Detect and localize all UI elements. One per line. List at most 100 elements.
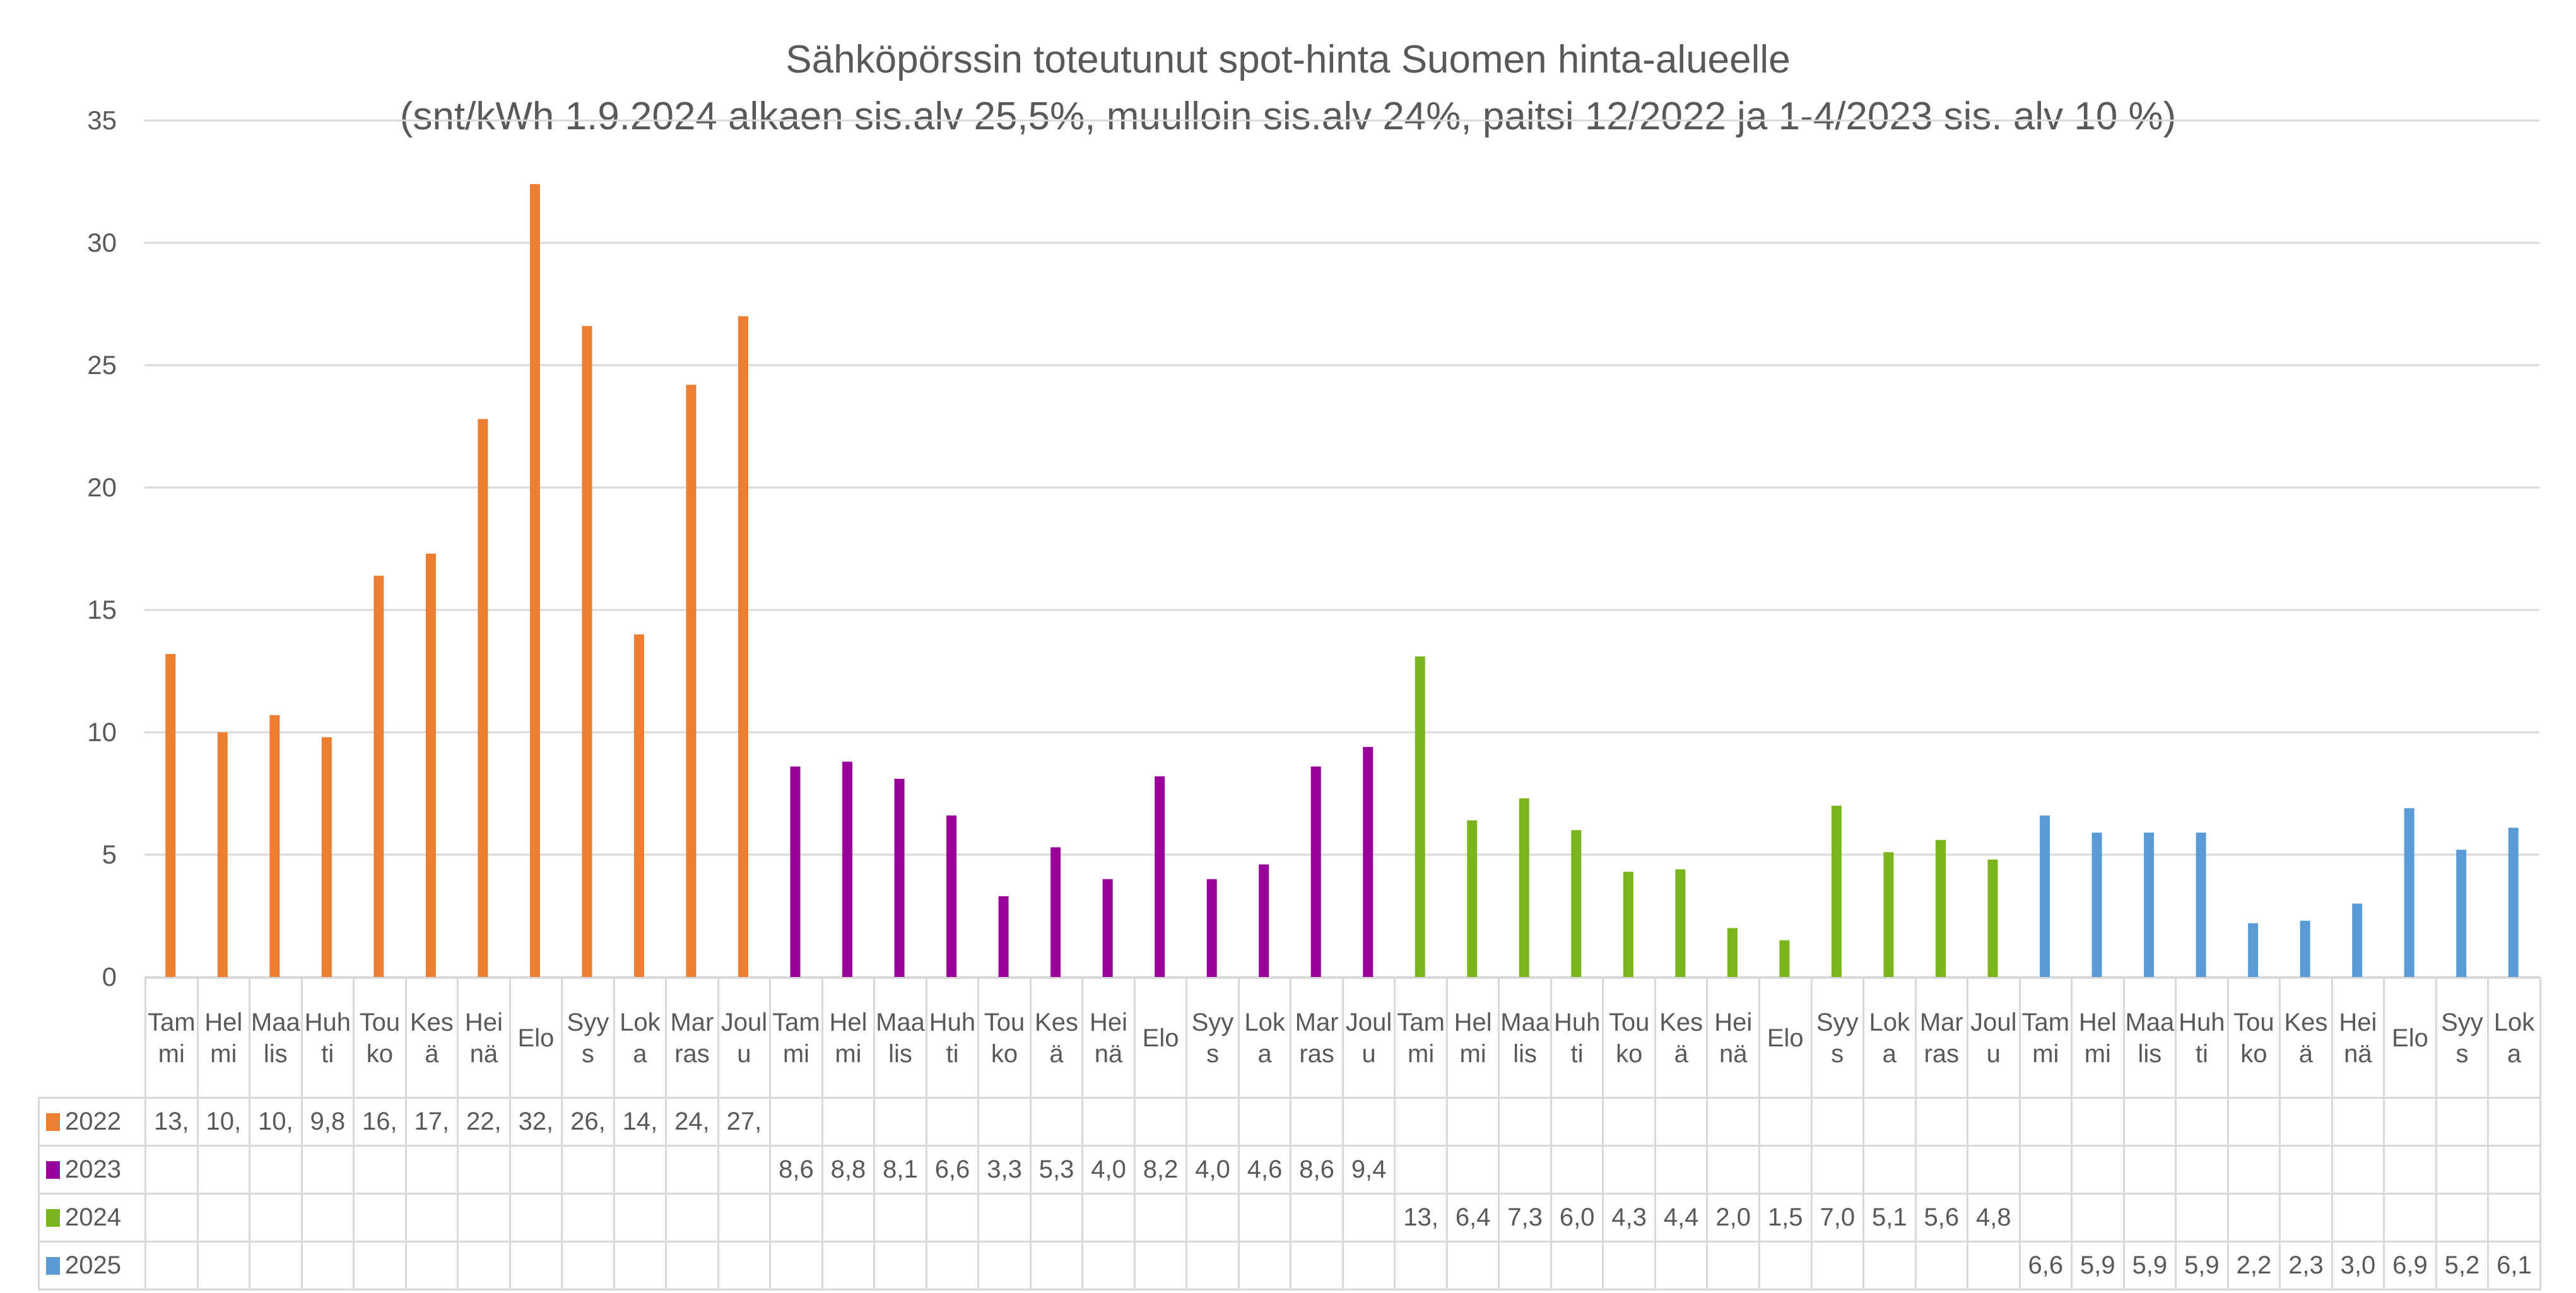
data-label (1133, 1097, 1188, 1147)
x-tick-label: Heinä (1706, 977, 1760, 1099)
x-tick-label: Huhti (925, 977, 980, 1099)
data-label: 4,3 (1602, 1193, 1656, 1243)
data-label (821, 1193, 876, 1243)
x-tick-label: Huhti (2175, 977, 2229, 1099)
data-label: 8,6 (1290, 1145, 1344, 1195)
data-label (561, 1193, 615, 1243)
data-label (1394, 1241, 1448, 1290)
data-label (457, 1241, 511, 1290)
data-label (1081, 1193, 1136, 1243)
data-label: 22, (457, 1097, 511, 1147)
x-tick-label: Helmi (1445, 977, 1500, 1099)
data-label: 9,4 (1341, 1145, 1396, 1195)
data-label: 2,0 (1706, 1193, 1760, 1243)
data-label (769, 1241, 823, 1290)
data-label (2331, 1145, 2385, 1195)
data-label (404, 1241, 459, 1290)
data-label (1133, 1193, 1188, 1243)
data-label (1341, 1241, 1396, 1290)
data-label (1498, 1241, 1552, 1290)
data-label (2122, 1193, 2177, 1243)
data-label: 27, (717, 1097, 772, 1147)
x-tick-label: Joulu (717, 977, 772, 1099)
data-label (2226, 1145, 2281, 1195)
data-label: 8,2 (1133, 1145, 1188, 1195)
data-label (2435, 1097, 2490, 1147)
data-label (613, 1193, 668, 1243)
data-table: Tammi Helmi Maalis Huhti Touko Kesä Heinä Elo Sy… (38, 977, 2541, 1290)
data-label: 6,6 (925, 1145, 980, 1195)
data-label (1602, 1097, 1656, 1147)
table-row-2025: 2025 6,6 5,9 5,9 5,9 2,2 2,3 3,0 6,9 5,2 6,1 (38, 1241, 2541, 1290)
data-label (2071, 1193, 2125, 1243)
data-label (2122, 1097, 2177, 1147)
data-label (2331, 1193, 2385, 1243)
data-label (561, 1241, 615, 1290)
x-tick-label: Helmi (196, 977, 251, 1099)
data-label: 13, (1394, 1193, 1448, 1243)
bar-2023-Joulu (1363, 747, 1373, 977)
table-row-2024: 2024 13, 6,4 7,3 6,0 4,3 4,4 2,0 1,5 7,0 5,1 5,6 4,8 (38, 1193, 2541, 1243)
data-label (2279, 1193, 2333, 1243)
data-label (2071, 1145, 2125, 1195)
data-label (2226, 1097, 2281, 1147)
data-label (1654, 1097, 1709, 1147)
data-label: 26, (561, 1097, 615, 1147)
data-label (1445, 1145, 1500, 1195)
data-label (873, 1193, 927, 1243)
data-label (977, 1097, 1032, 1147)
data-label (1758, 1145, 1813, 1195)
data-label: 9,8 (300, 1097, 355, 1147)
bar-2023-Tammi (790, 766, 801, 977)
data-label (2175, 1193, 2229, 1243)
data-label (2383, 1097, 2437, 1147)
data-label (1290, 1193, 1344, 1243)
data-label (1914, 1241, 1969, 1290)
bar-2023-Huhti (946, 815, 957, 977)
x-tick-label: Elo (509, 977, 563, 1099)
data-label (1445, 1097, 1500, 1147)
data-label (1237, 1193, 1292, 1243)
data-label (561, 1145, 615, 1195)
data-label (977, 1193, 1032, 1243)
data-label (300, 1193, 355, 1243)
bar-2022-Maalis (269, 715, 280, 977)
x-tick-label: Loka (613, 977, 668, 1099)
x-tick-label: Maalis (2122, 977, 2177, 1099)
data-label (2071, 1097, 2125, 1147)
x-tick-label: Tammi (2018, 977, 2073, 1099)
legend-swatch (46, 1257, 60, 1275)
data-label (1394, 1145, 1448, 1195)
data-label: 2,2 (2226, 1241, 2281, 1290)
chart-title-line-1: Sähköpörssin toteutunut spot-hinta Suome… (785, 38, 1791, 81)
data-label (2487, 1193, 2541, 1243)
bar-2025-Touko (2248, 923, 2259, 977)
bar-2025-Maalis (2144, 833, 2155, 977)
data-label: 5,1 (1862, 1193, 1917, 1243)
data-label: 3,0 (2331, 1241, 2385, 1290)
data-label (2383, 1145, 2437, 1195)
data-label (1237, 1241, 1292, 1290)
data-label (249, 1193, 303, 1243)
data-label: 5,9 (2071, 1241, 2125, 1290)
data-label (717, 1193, 772, 1243)
y-tick-label: 15 (87, 595, 117, 624)
data-label (2279, 1097, 2333, 1147)
bar-2022-Marras (686, 385, 697, 977)
data-label: 6,4 (1445, 1193, 1500, 1243)
x-tick-label: Kesä (1029, 977, 1084, 1099)
data-label (1081, 1241, 1136, 1290)
data-label (1967, 1145, 2021, 1195)
data-label: 5,3 (1029, 1145, 1084, 1195)
x-tick-label: Syys (2435, 977, 2490, 1099)
data-label (509, 1193, 563, 1243)
bar-2024-Marras (1936, 840, 1946, 977)
bar-2024-Touko (1623, 872, 1633, 977)
table-row-2022: 2022 13, 10, 10, 9,8 16, 17, 22, 32, 26, 14, 24, 27, (38, 1097, 2541, 1147)
x-tick-label: Heinä (457, 977, 511, 1099)
bar-2025-Tammi (2040, 815, 2050, 977)
data-label: 5,9 (2122, 1241, 2177, 1290)
data-label: 6,6 (2018, 1241, 2073, 1290)
legend-label: 2022 (65, 1108, 121, 1135)
data-label (300, 1145, 355, 1195)
